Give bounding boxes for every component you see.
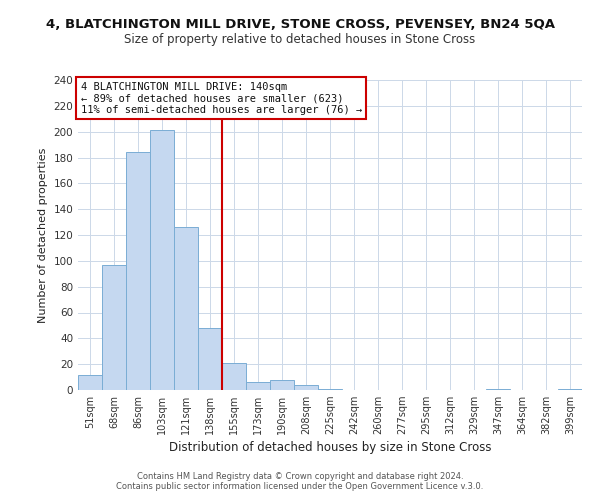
Bar bbox=[78, 374, 102, 390]
Y-axis label: Number of detached properties: Number of detached properties bbox=[38, 148, 48, 322]
Text: Contains public sector information licensed under the Open Government Licence v.: Contains public sector information licen… bbox=[116, 482, 484, 491]
Text: 4 BLATCHINGTON MILL DRIVE: 140sqm
← 89% of detached houses are smaller (623)
11%: 4 BLATCHINGTON MILL DRIVE: 140sqm ← 89% … bbox=[80, 82, 362, 115]
Bar bbox=[246, 382, 270, 390]
Text: Contains HM Land Registry data © Crown copyright and database right 2024.: Contains HM Land Registry data © Crown c… bbox=[137, 472, 463, 481]
Bar bbox=[222, 363, 246, 390]
Text: 4, BLATCHINGTON MILL DRIVE, STONE CROSS, PEVENSEY, BN24 5QA: 4, BLATCHINGTON MILL DRIVE, STONE CROSS,… bbox=[46, 18, 554, 30]
Bar bbox=[294, 385, 318, 390]
Text: Size of property relative to detached houses in Stone Cross: Size of property relative to detached ho… bbox=[124, 32, 476, 46]
Bar bbox=[270, 380, 294, 390]
Bar bbox=[558, 388, 582, 390]
X-axis label: Distribution of detached houses by size in Stone Cross: Distribution of detached houses by size … bbox=[169, 442, 491, 454]
Bar bbox=[126, 152, 150, 390]
Bar bbox=[486, 388, 510, 390]
Bar bbox=[198, 328, 222, 390]
Bar bbox=[174, 227, 198, 390]
Bar bbox=[102, 264, 126, 390]
Bar bbox=[150, 130, 174, 390]
Bar bbox=[318, 388, 342, 390]
